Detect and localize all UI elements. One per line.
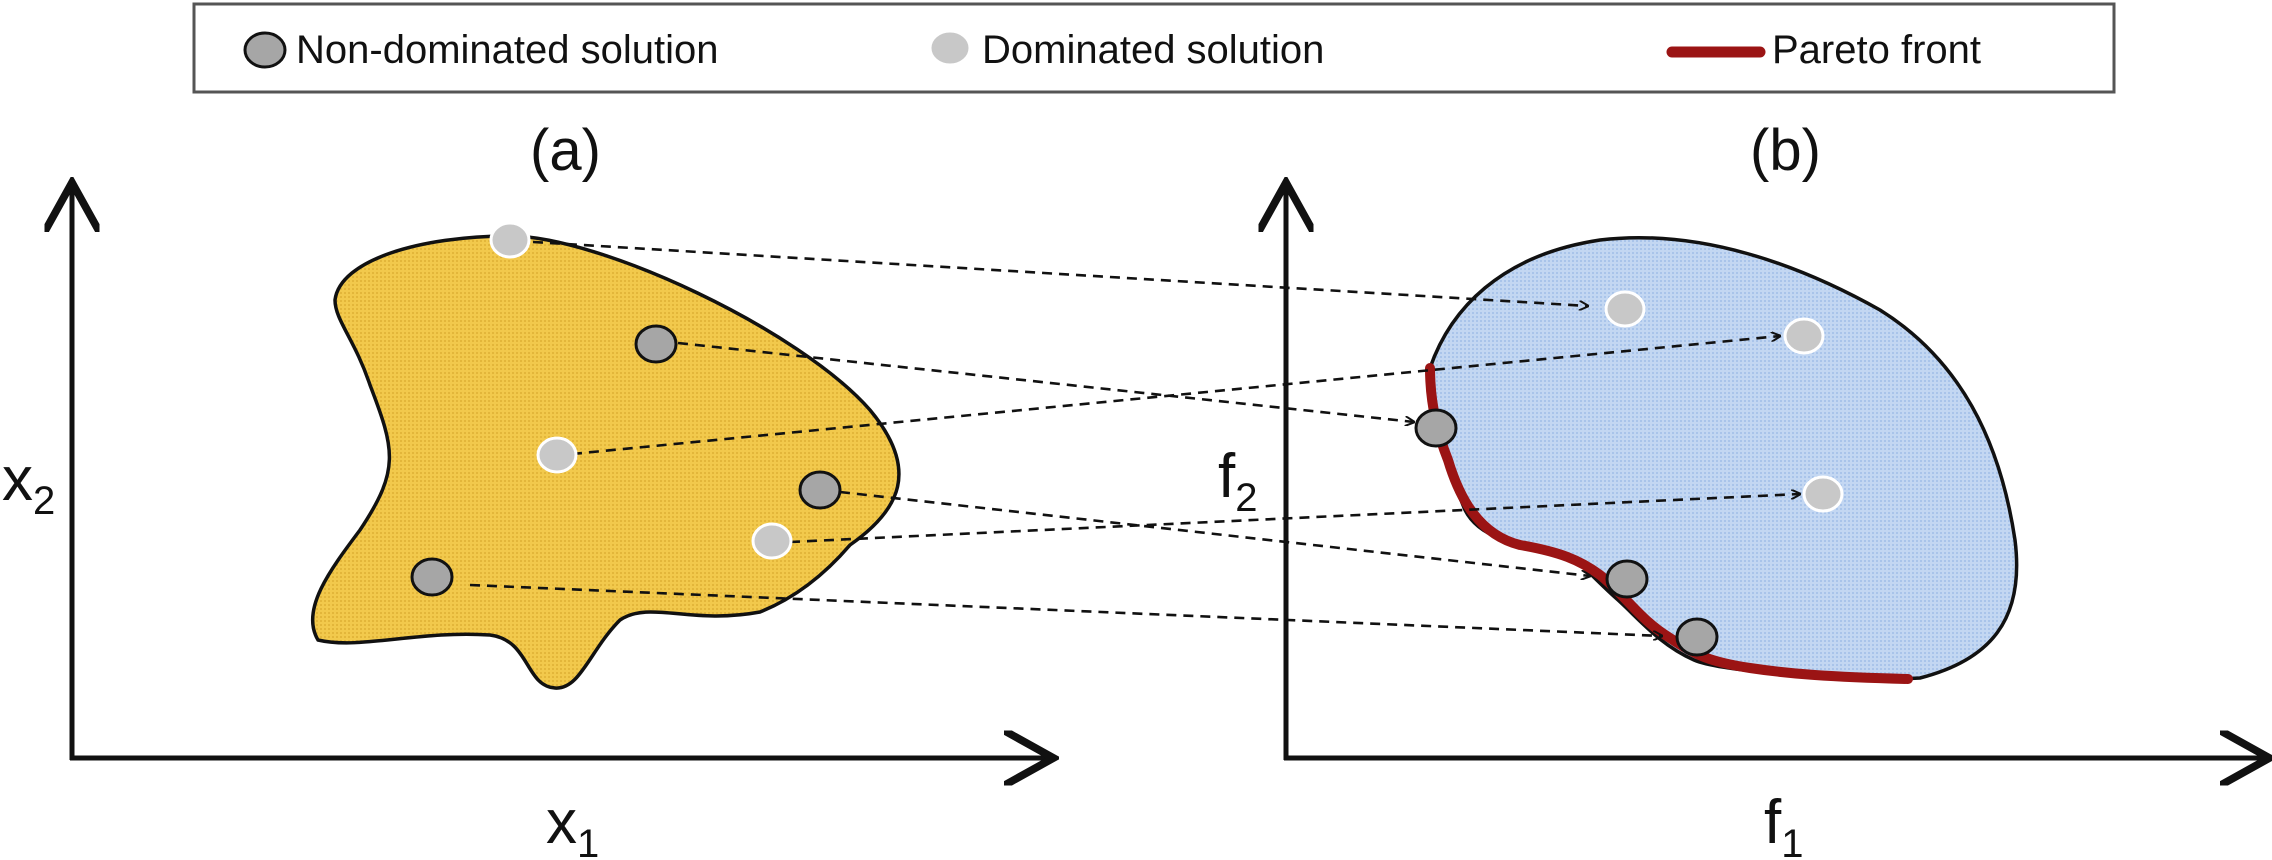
non-dominated-point xyxy=(798,470,842,510)
mapping-arrow xyxy=(571,336,1780,456)
non-dominated-point xyxy=(1414,408,1458,448)
pareto-front-curve xyxy=(1425,363,1913,684)
non-dominated-point xyxy=(1675,617,1719,657)
legend-box xyxy=(192,2,2116,94)
x2-axis-label: x2 xyxy=(2,445,55,523)
f1-axis-label: f1 xyxy=(1764,788,1803,860)
dominated-point xyxy=(536,436,578,474)
decision-space-region xyxy=(311,234,901,690)
dominated-point xyxy=(751,522,793,560)
dominated-legend-label: Dominated solution xyxy=(982,28,1324,72)
mapping-arrows xyxy=(469,240,1800,636)
pareto-legend-label: Pareto front xyxy=(1772,28,1981,72)
dominated-point xyxy=(489,221,531,259)
decision-space-points xyxy=(410,221,842,597)
non-dominated-point xyxy=(1605,559,1649,599)
dominated-legend-icon xyxy=(928,29,972,67)
objective-space-region xyxy=(1428,236,2019,681)
dominated-point xyxy=(1604,290,1646,328)
mapping-arrow xyxy=(469,583,1662,636)
legend: Non-dominated solution Dominated solutio… xyxy=(192,2,2116,94)
dominated-point xyxy=(1783,317,1825,355)
non-dominated-legend-label: Non-dominated solution xyxy=(296,28,718,72)
dominated-point xyxy=(1802,475,1844,513)
mapping-arrow xyxy=(789,494,1800,544)
mapping-arrow xyxy=(839,490,1590,576)
mapping-arrow xyxy=(532,240,1588,306)
panel-a-label: (a) xyxy=(530,118,601,183)
mapping-arrow xyxy=(677,341,1414,422)
panel-b-label: (b) xyxy=(1750,118,1821,183)
f2-axis-label: f2 xyxy=(1218,442,1257,520)
objective-space-points xyxy=(1414,290,1844,657)
non-dominated-point xyxy=(634,324,678,364)
x1-axis-label: x1 xyxy=(546,788,599,860)
non-dominated-point xyxy=(410,557,454,597)
non-dominated-legend-icon xyxy=(243,31,287,69)
